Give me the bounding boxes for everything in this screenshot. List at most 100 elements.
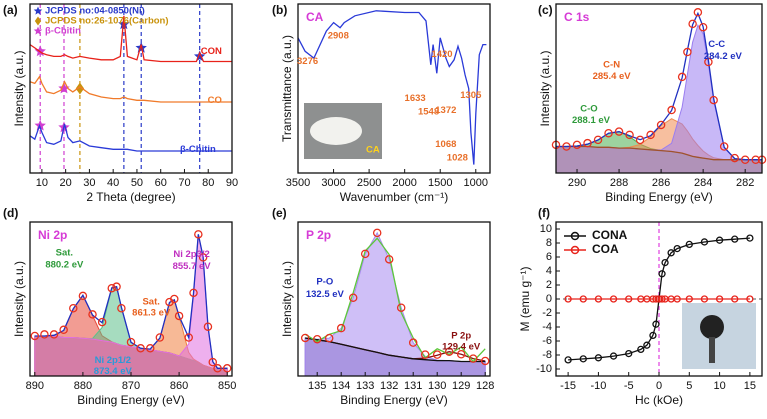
data-point	[184, 333, 193, 342]
x-axis-label: Binding Energy (eV)	[77, 393, 184, 407]
series-line	[297, 10, 487, 165]
annotation: C-O	[580, 103, 597, 114]
y-tick-label: -4	[542, 321, 552, 333]
x-axis-label: Hc (kOe)	[635, 393, 683, 407]
annotation: 2908	[328, 31, 349, 42]
plot-frame	[29, 3, 233, 174]
data-point	[312, 334, 322, 344]
data-point	[408, 338, 418, 347]
x-tick-label: 50	[131, 177, 143, 189]
data-point	[656, 120, 666, 130]
x-tick-label: 870	[122, 380, 140, 392]
data-point	[579, 295, 587, 303]
data-point	[637, 345, 645, 354]
peak-marker	[34, 16, 42, 26]
data-point	[593, 135, 603, 145]
peak-marker	[33, 6, 43, 15]
data-point	[107, 283, 117, 293]
legend-label: JCPDS no:26-1076(Carbon)	[45, 16, 169, 27]
data-point	[719, 142, 729, 151]
data-point	[698, 22, 708, 32]
annotation: Sat.	[56, 247, 73, 258]
x-tick-label: 0	[656, 380, 662, 392]
x-tick-label: 128	[476, 380, 494, 392]
x-tick-label: 131	[404, 380, 422, 392]
x-tick-label: 134	[332, 380, 350, 392]
magnet	[709, 337, 715, 363]
data-point	[208, 357, 218, 367]
peak-marker	[118, 18, 130, 30]
peak-marker	[33, 26, 43, 35]
series-line	[29, 15, 232, 63]
series-label: β-Chitin	[180, 144, 216, 155]
data-point	[126, 337, 136, 347]
plot-frame	[297, 3, 491, 174]
annotation: 284.2 eV	[704, 51, 743, 62]
data-point	[625, 349, 633, 358]
annotation: 873.4 eV	[94, 366, 133, 377]
y-tick-label: 2	[546, 279, 552, 291]
data-point	[117, 303, 126, 313]
data-point	[594, 354, 603, 362]
x-tick-label: -15	[560, 380, 576, 392]
data-point	[222, 364, 232, 373]
x-tick-label: 3000	[321, 177, 345, 189]
legend-label: β-Chitin	[45, 26, 81, 37]
panel-label: (a)	[3, 3, 18, 17]
data-point	[625, 295, 633, 303]
data-point	[145, 344, 155, 353]
data-point	[685, 240, 693, 249]
y-tick-label: -2	[542, 307, 552, 319]
data-point	[646, 130, 655, 140]
data-point	[625, 130, 634, 140]
annotation: 288.1 eV	[572, 115, 611, 126]
x-tick-label: 288	[610, 177, 628, 189]
peak-marker	[194, 50, 206, 62]
y-axis-label: Intensity (a.u.)	[538, 50, 552, 126]
x-tick-label: 132	[380, 380, 398, 392]
x-tick-label: 130	[428, 380, 446, 392]
x-tick-label: 133	[356, 380, 374, 392]
annotation: 1420	[431, 49, 452, 60]
data-point	[667, 105, 676, 115]
panel-label: (d)	[3, 206, 18, 220]
x-tick-label: 880	[74, 380, 92, 392]
data-point	[30, 331, 40, 341]
annotation: Ni 2p1/2	[95, 355, 131, 366]
inset-photo-ca	[304, 103, 382, 159]
data-point	[673, 244, 681, 253]
series-line	[34, 234, 228, 369]
data-point	[604, 128, 613, 138]
x-tick-label: 10	[713, 380, 725, 392]
peak-marker	[75, 82, 85, 95]
annotation: P 2p	[451, 330, 471, 341]
data-point	[658, 270, 666, 278]
data-point	[688, 19, 697, 29]
y-tick-label: -8	[542, 349, 552, 361]
x-tick-label: 890	[26, 380, 44, 392]
data-point	[155, 333, 165, 342]
data-point	[324, 333, 334, 343]
x-tick-label: 10	[36, 177, 48, 189]
x-tick-label: 70	[178, 177, 190, 189]
data-point	[468, 354, 478, 363]
x-tick-label: 282	[736, 177, 754, 189]
data-point	[203, 322, 213, 331]
annotation: C-C	[708, 39, 725, 50]
inset-label: CA	[366, 145, 380, 156]
panel-title: P 2p	[306, 228, 331, 242]
data-point	[136, 344, 145, 353]
data-point	[700, 238, 709, 246]
series-line	[29, 75, 232, 103]
legend-label: COA	[592, 242, 619, 256]
annotation: 1633	[405, 93, 426, 104]
legend-swatch	[570, 231, 580, 241]
data-point	[609, 352, 618, 360]
annotation: C-N	[603, 59, 620, 70]
x-tick-label: 80	[202, 177, 214, 189]
data-point	[685, 295, 693, 303]
data-point	[174, 311, 184, 321]
plot-frame	[555, 3, 763, 174]
data-point	[189, 288, 198, 298]
